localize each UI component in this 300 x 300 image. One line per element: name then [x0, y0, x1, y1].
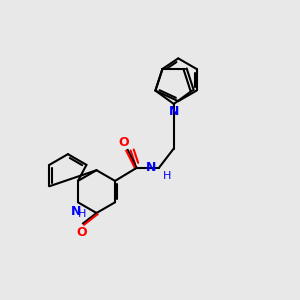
Text: H: H: [163, 171, 171, 182]
Text: N: N: [71, 205, 82, 218]
Text: H: H: [78, 209, 87, 219]
Text: O: O: [76, 226, 87, 239]
Text: N: N: [146, 161, 157, 174]
Text: N: N: [169, 105, 179, 118]
Text: O: O: [119, 136, 130, 148]
